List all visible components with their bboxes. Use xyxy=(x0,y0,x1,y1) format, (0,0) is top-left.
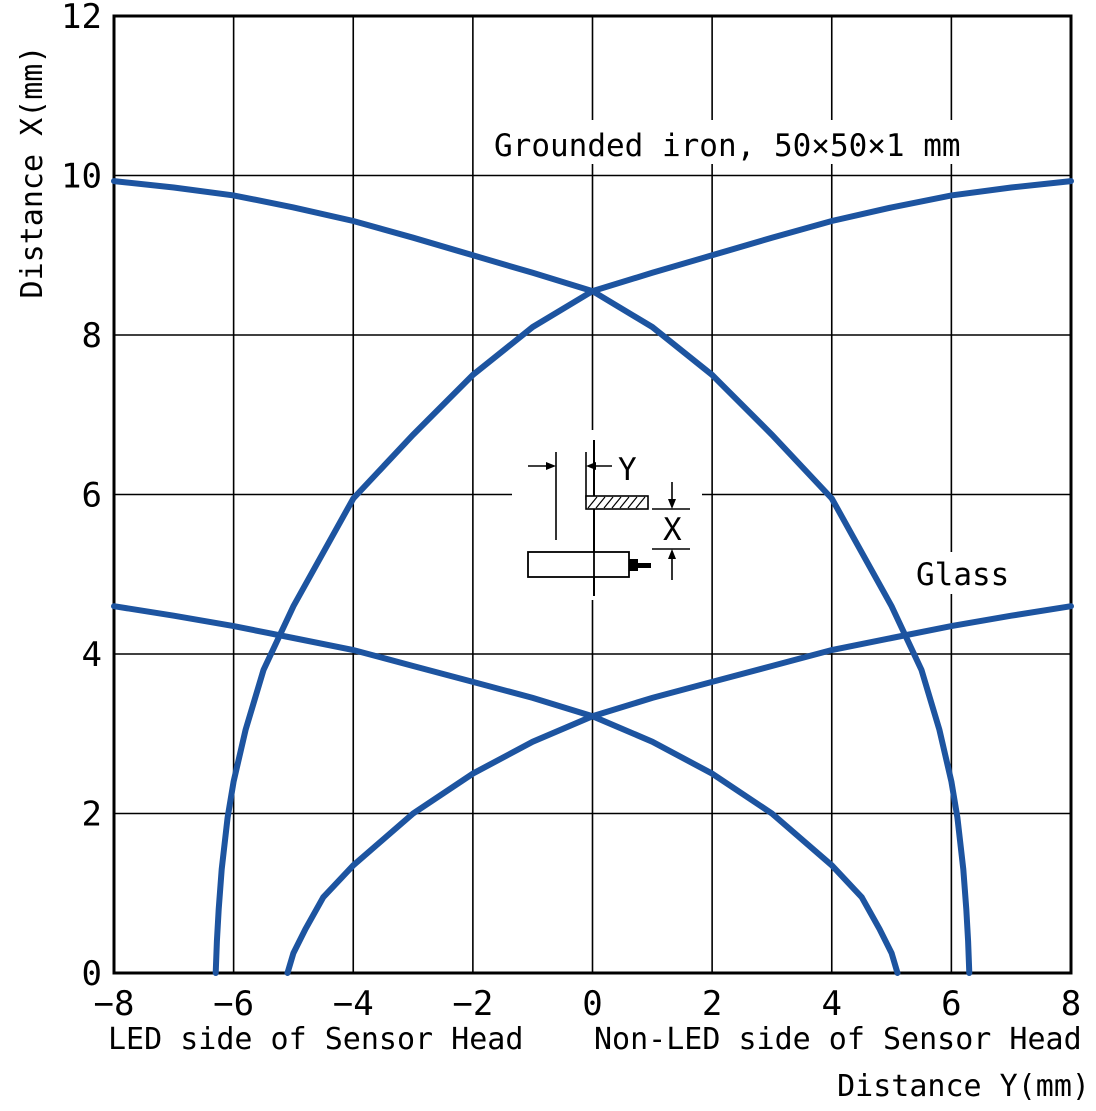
iron-annotation: Grounded iron, 50×50×1 mm xyxy=(494,128,961,164)
x-axis-label: Distance Y(mm) xyxy=(837,1069,1090,1104)
y-tick-label: 0 xyxy=(82,954,102,994)
iron-curve-branch-2 xyxy=(212,178,1074,976)
y-tick-label: 6 xyxy=(82,476,102,516)
x-tick-label: 6 xyxy=(941,984,961,1024)
x-tick-label: 0 xyxy=(582,984,602,1024)
y-axis-label: Distance X(mm) xyxy=(15,46,50,299)
x-tick-label: 8 xyxy=(1061,984,1081,1024)
x-tick-label: −4 xyxy=(333,984,374,1024)
x-tick-label: −2 xyxy=(452,984,493,1024)
x-tick-label: 2 xyxy=(702,984,722,1024)
curves xyxy=(111,178,1074,976)
x-side-label-right: Non-LED side of Sensor Head xyxy=(594,1022,1082,1057)
y-tick-label: 12 xyxy=(61,0,102,37)
glass-annotation: Glass xyxy=(916,557,1009,593)
y-tick-label: 10 xyxy=(61,157,102,197)
plot-frame xyxy=(112,14,1073,975)
x-tick-label: −8 xyxy=(94,984,135,1024)
x-tick-label: −6 xyxy=(213,984,254,1024)
inset-x-label: X xyxy=(663,512,682,548)
inset-y-label: Y xyxy=(618,452,637,488)
x-tick-label: 4 xyxy=(822,984,842,1024)
sensor-diagram: Y X xyxy=(512,430,702,600)
tick-labels: −8 −6 −4 −2 0 2 4 6 8 0 2 4 6 8 10 12 xyxy=(61,0,1081,1024)
y-tick-label: 4 xyxy=(82,635,102,675)
iron-curve-branch-1 xyxy=(111,178,973,976)
glass-curve-branch-2 xyxy=(284,603,1074,976)
x-side-label-left: LED side of Sensor Head xyxy=(108,1022,523,1057)
y-tick-label: 8 xyxy=(82,316,102,356)
y-tick-label: 2 xyxy=(82,795,102,835)
